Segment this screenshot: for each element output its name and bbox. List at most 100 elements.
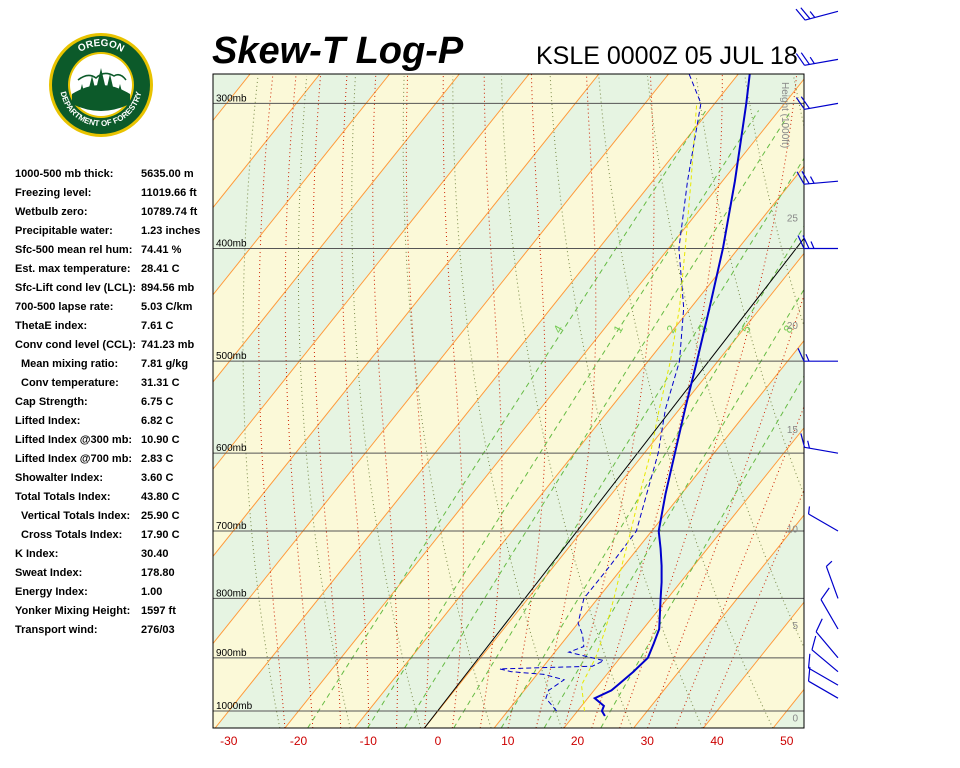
index-row: Total Totals Index: 43.80 C bbox=[15, 491, 215, 510]
index-row: Lifted Index @300 mb: 10.90 C bbox=[15, 434, 215, 453]
logo-top-text: OREGON bbox=[76, 38, 126, 55]
mixing-ratio-line bbox=[543, 288, 804, 728]
index-value: 28.41 C bbox=[141, 263, 180, 275]
mixing-ratio-line bbox=[600, 375, 804, 728]
index-row: Vertical Totals Index: 25.90 C bbox=[15, 510, 215, 529]
temperature-tick-label: -10 bbox=[360, 734, 378, 748]
index-label: Cap Strength: bbox=[15, 396, 88, 408]
wind-barb bbox=[796, 171, 839, 185]
isotherm-line bbox=[843, 74, 960, 728]
isotherm-line bbox=[213, 74, 669, 645]
index-label: Total Totals Index: bbox=[15, 491, 111, 503]
index-row: Freezing level: 11019.66 ft bbox=[15, 187, 215, 206]
index-label: Showalter Index: bbox=[15, 472, 104, 484]
moist-adiabat bbox=[619, 74, 798, 728]
reference-diagonal bbox=[424, 238, 804, 728]
index-value: 5.03 C/km bbox=[141, 301, 193, 313]
index-label: Lifted Index @300 mb: bbox=[15, 434, 133, 446]
index-value: 1.00 bbox=[141, 586, 163, 598]
pressure-label: 800mb bbox=[216, 588, 247, 599]
index-row: Transport wind: 276/03 bbox=[15, 624, 215, 643]
index-value: 7.81 g/kg bbox=[141, 358, 189, 370]
index-label: Precipitable water: bbox=[15, 225, 113, 237]
pressure-label: 900mb bbox=[216, 648, 247, 659]
isotherm-band bbox=[0, 74, 180, 728]
index-value: 741.23 mb bbox=[141, 339, 195, 351]
chart-title: Skew-T Log-P bbox=[212, 30, 464, 72]
index-row: Showalter Index: 3.60 C bbox=[15, 472, 215, 491]
pressure-label: 500mb bbox=[216, 351, 247, 362]
index-row: Conv temperature: 31.31 C bbox=[15, 377, 215, 396]
index-value: 276/03 bbox=[141, 624, 175, 636]
isotherm-line bbox=[213, 74, 460, 383]
index-row: Sfc-500 mean rel hum: 74.41 % bbox=[15, 244, 215, 263]
moist-adiabat bbox=[341, 74, 370, 728]
index-label: 1000-500 mb thick: bbox=[15, 168, 114, 180]
isotherm-line bbox=[284, 78, 804, 728]
mixing-ratio-line bbox=[404, 110, 792, 728]
oregon-forestry-logo: OREGON DEPARTMENT OF FORESTRY bbox=[49, 33, 153, 137]
index-label: Sfc-Lift cond lev (LCL): bbox=[15, 282, 136, 294]
isotherm-line bbox=[354, 165, 804, 728]
moist-adiabat bbox=[591, 74, 723, 728]
index-value: 1.23 inches bbox=[141, 225, 201, 237]
wind-barb bbox=[825, 560, 839, 599]
temperature-tick-label: 20 bbox=[571, 734, 585, 748]
moist-adiabat bbox=[284, 74, 314, 728]
height-tick-label: 0 bbox=[792, 714, 798, 725]
index-value: 7.61 C bbox=[141, 320, 174, 332]
index-row: Lifted Index @700 mb: 2.83 C bbox=[15, 453, 215, 472]
wind-barb bbox=[800, 433, 839, 454]
index-row: Cross Totals Index: 17.90 C bbox=[15, 529, 215, 548]
wind-barb bbox=[811, 635, 839, 673]
index-value: 17.90 C bbox=[141, 529, 180, 541]
index-label: ThetaE index: bbox=[15, 320, 88, 332]
wind-barb bbox=[795, 7, 839, 21]
index-row: Precipitable water: 1.23 inches bbox=[15, 225, 215, 244]
index-label: Mean mixing ratio: bbox=[21, 358, 119, 370]
index-label: Freezing level: bbox=[15, 187, 92, 199]
index-label: Yonker Mixing Height: bbox=[15, 605, 131, 617]
plot-frame bbox=[212, 73, 805, 729]
dry-adiabat bbox=[598, 76, 774, 728]
dry-adiabat bbox=[185, 76, 209, 728]
temperature-tick-label: 0 bbox=[435, 734, 442, 748]
index-row: Cap Strength: 6.75 C bbox=[15, 396, 215, 415]
dry-adiabat bbox=[842, 76, 960, 728]
temperature-tick-label: 50 bbox=[780, 734, 794, 748]
dry-adiabat bbox=[125, 76, 160, 728]
index-row: ThetaE index: 7.61 C bbox=[15, 320, 215, 339]
index-value: 6.82 C bbox=[141, 415, 174, 427]
wind-barb bbox=[797, 235, 838, 250]
dry-adiabat bbox=[351, 76, 422, 728]
index-row: Wetbulb zero: 10789.74 ft bbox=[15, 206, 215, 225]
isotherm-line bbox=[703, 601, 804, 728]
dry-adiabat bbox=[793, 76, 804, 129]
height-tick-label: 25 bbox=[787, 213, 799, 224]
dry-adiabat bbox=[647, 76, 804, 649]
index-value: 178.80 bbox=[141, 567, 175, 579]
pressure-label: 600mb bbox=[216, 443, 247, 454]
isotherm-line bbox=[633, 514, 804, 728]
index-value: 43.80 C bbox=[141, 491, 180, 503]
index-value: 11019.66 ft bbox=[141, 187, 197, 199]
dewpoint-profile bbox=[499, 74, 702, 712]
moist-adiabat bbox=[442, 74, 464, 728]
dry-adiabat bbox=[891, 76, 960, 728]
pressure-label: 700mb bbox=[216, 521, 247, 532]
dry-adiabat bbox=[940, 76, 960, 728]
dry-adiabat bbox=[549, 76, 703, 728]
moist-adiabat bbox=[405, 74, 430, 728]
index-label: Energy Index: bbox=[15, 586, 88, 598]
index-label: K Index: bbox=[15, 548, 59, 560]
wind-barb bbox=[807, 653, 839, 686]
wind-barb bbox=[815, 618, 839, 659]
index-value: 2.83 C bbox=[141, 453, 174, 465]
index-value: 10789.74 ft bbox=[141, 206, 198, 218]
index-row: K Index: 30.40 bbox=[15, 548, 215, 567]
index-label: 700-500 lapse rate: bbox=[15, 301, 114, 313]
mixing-ratio-line bbox=[367, 110, 760, 728]
index-value: 1597 ft bbox=[141, 605, 176, 617]
index-value: 894.56 mb bbox=[141, 282, 195, 294]
